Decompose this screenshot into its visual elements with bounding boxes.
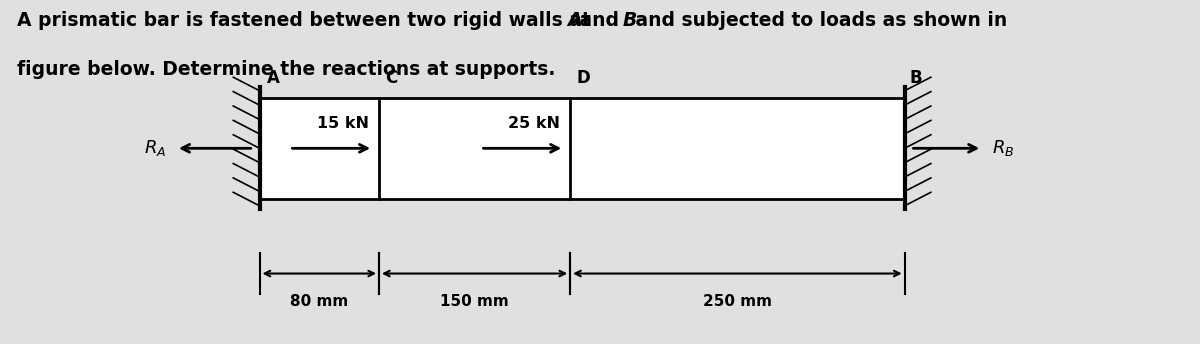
- Text: 150 mm: 150 mm: [440, 294, 509, 309]
- Text: $R_B$: $R_B$: [991, 138, 1014, 158]
- Text: D: D: [576, 69, 590, 87]
- Text: 250 mm: 250 mm: [703, 294, 772, 309]
- Text: A: A: [566, 11, 582, 30]
- Text: A prismatic bar is fastened between two rigid walls at: A prismatic bar is fastened between two …: [17, 11, 598, 30]
- Text: figure below. Determine the reactions at supports.: figure below. Determine the reactions at…: [17, 60, 556, 79]
- Text: C: C: [385, 69, 397, 87]
- Bar: [259, 98, 905, 199]
- Text: 15 kN: 15 kN: [317, 116, 370, 131]
- Text: and: and: [572, 11, 625, 30]
- Text: B: B: [910, 69, 922, 87]
- Text: and subjected to loads as shown in: and subjected to loads as shown in: [629, 11, 1007, 30]
- Text: 25 kN: 25 kN: [509, 116, 560, 131]
- Text: B: B: [623, 11, 637, 30]
- Text: A: A: [266, 69, 280, 87]
- Text: 80 mm: 80 mm: [290, 294, 348, 309]
- Text: $R_A$: $R_A$: [144, 138, 167, 158]
